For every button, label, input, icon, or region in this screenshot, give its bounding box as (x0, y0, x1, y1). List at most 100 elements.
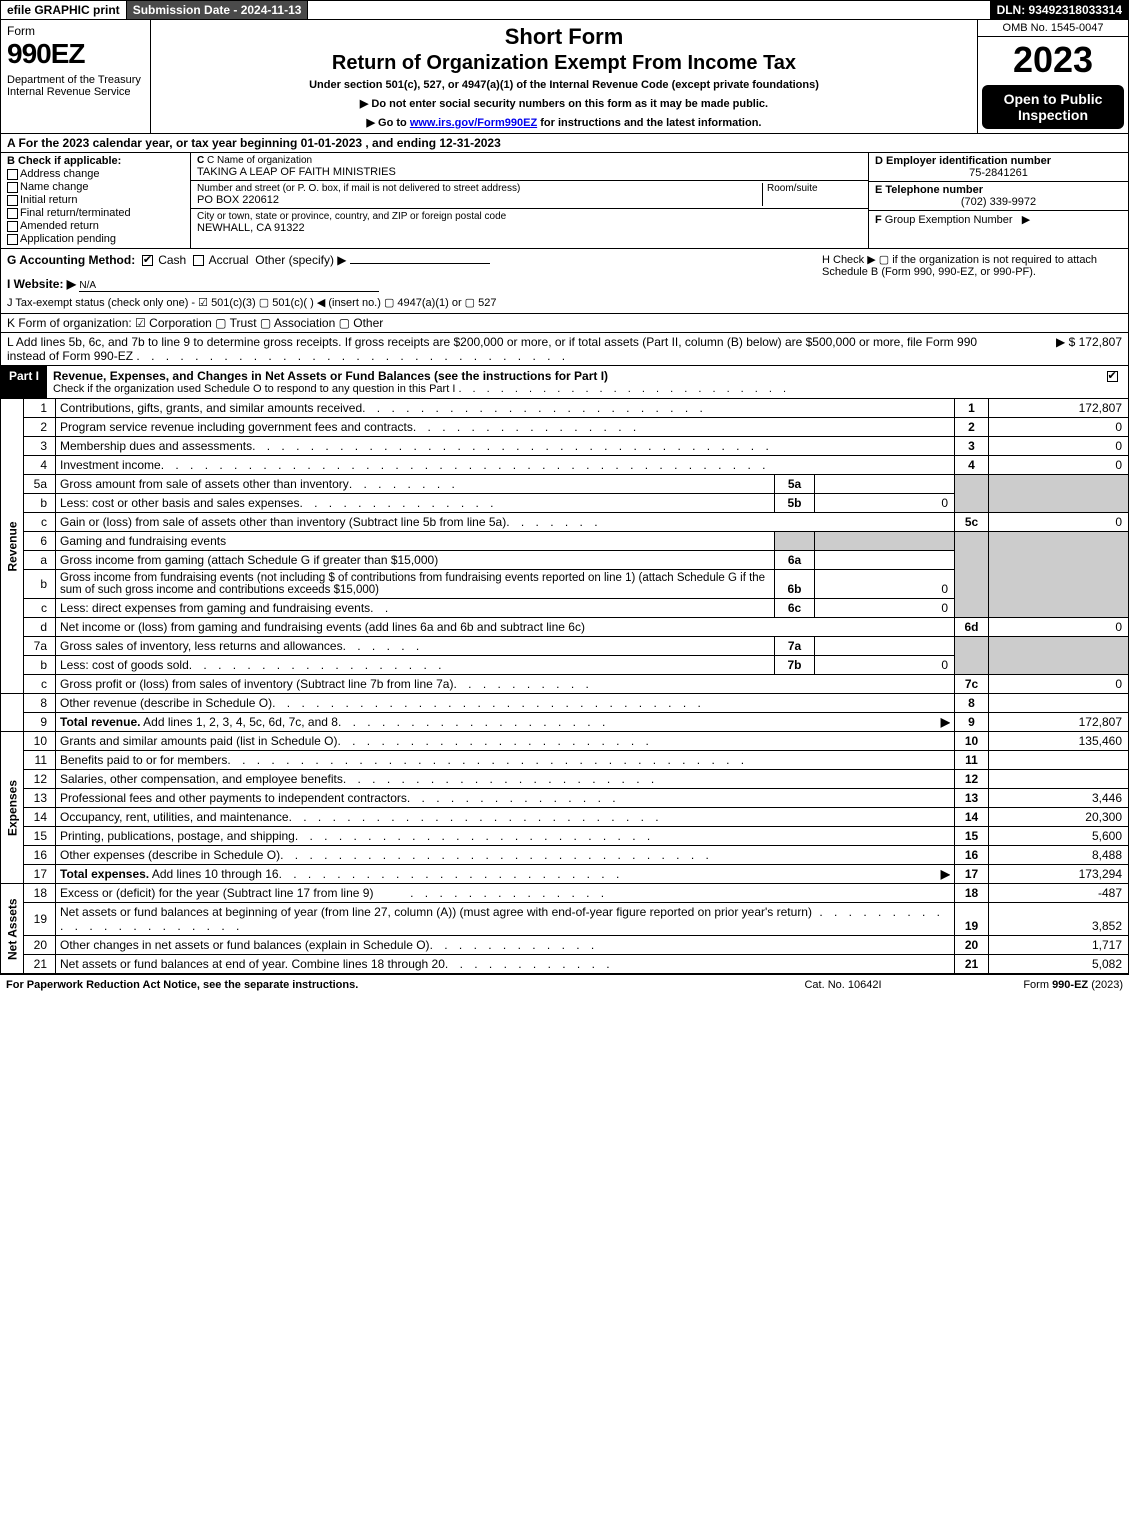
section-c: C C Name of organization TAKING A LEAP O… (191, 153, 868, 248)
row-7b-subnum: 7b (775, 656, 815, 675)
row-4-rnum: 4 (955, 456, 989, 475)
row-7a-desc: Gross sales of inventory, less returns a… (60, 639, 343, 653)
row-16-rnum: 16 (955, 846, 989, 865)
row-15-num: 15 (24, 827, 56, 846)
footer-center: Cat. No. 10642I (743, 979, 943, 991)
link-note-post: for instructions and the latest informat… (537, 117, 761, 129)
row-2-desc: Program service revenue including govern… (60, 420, 413, 434)
row-9-rnum: 9 (955, 713, 989, 732)
row-20-num: 20 (24, 936, 56, 955)
row-14-val: 20,300 (989, 808, 1129, 827)
check-address-change[interactable]: Address change (7, 168, 184, 180)
row-3-rnum: 3 (955, 437, 989, 456)
row-8-desc: Other revenue (describe in Schedule O) (60, 696, 272, 710)
org-name-cell: C C Name of organization TAKING A LEAP O… (191, 153, 868, 181)
row-16-num: 16 (24, 846, 56, 865)
section-l: L Add lines 5b, 6c, and 7b to line 9 to … (0, 333, 1129, 366)
row-15-desc: Printing, publications, postage, and shi… (60, 829, 295, 843)
street-value: PO BOX 220612 (197, 194, 762, 206)
check-cash[interactable] (142, 255, 153, 266)
grey-5ab-val (989, 475, 1129, 513)
row-21-rnum: 21 (955, 955, 989, 974)
ein-cell: D Employer identification number 75-2841… (869, 153, 1128, 182)
row-3-desc: Membership dues and assessments (60, 439, 252, 453)
phone-cell: E Telephone number (702) 339-9972 (869, 182, 1128, 211)
section-l-text: L Add lines 5b, 6c, and 7b to line 9 to … (7, 335, 1002, 363)
row-11-num: 11 (24, 751, 56, 770)
check-name-change[interactable]: Name change (7, 181, 184, 193)
row-12-num: 12 (24, 770, 56, 789)
org-name-label-text: C Name of organization (207, 155, 312, 166)
check-initial-return[interactable]: Initial return (7, 194, 184, 206)
org-name: TAKING A LEAP OF FAITH MINISTRIES (197, 166, 862, 178)
row-7c-val: 0 (989, 675, 1129, 694)
row-6b-subval: 0 (815, 570, 955, 599)
row-15-val: 5,600 (989, 827, 1129, 846)
check-amended-return[interactable]: Amended return (7, 220, 184, 232)
row-21-val: 5,082 (989, 955, 1129, 974)
department-label: Department of the Treasury Internal Reve… (7, 74, 144, 98)
row-5c-val: 0 (989, 513, 1129, 532)
row-17-val: 173,294 (989, 865, 1129, 884)
row-14-num: 14 (24, 808, 56, 827)
check-final-return[interactable]: Final return/terminated (7, 207, 184, 219)
row-4-val: 0 (989, 456, 1129, 475)
street-cell: Number and street (or P. O. box, if mail… (191, 181, 868, 209)
row-6c-desc: Less: direct expenses from gaming and fu… (60, 601, 370, 615)
row-12-rnum: 12 (955, 770, 989, 789)
section-l-amount: ▶ $ 172,807 (1002, 335, 1122, 363)
row-16-desc: Other expenses (describe in Schedule O) (60, 848, 280, 862)
section-gh: G Accounting Method: Cash Accrual Other … (0, 249, 1129, 314)
row-13-rnum: 13 (955, 789, 989, 808)
header-right: OMB No. 1545-0047 2023 Open to Public In… (978, 20, 1128, 133)
form-word: Form (7, 24, 144, 38)
row-4-desc: Investment income (60, 458, 161, 472)
section-b-label: B Check if applicable: (7, 155, 184, 167)
link-note: ▶ Go to www.irs.gov/Form990EZ for instru… (157, 116, 971, 129)
row-6d-val: 0 (989, 618, 1129, 637)
check-final-return-label: Final return/terminated (20, 207, 131, 219)
row-19-desc: Net assets or fund balances at beginning… (60, 905, 812, 919)
check-accrual[interactable] (193, 255, 204, 266)
row-6b-desc: Gross income from fundraising events (no… (56, 570, 775, 599)
part-1-header: Part I Revenue, Expenses, and Changes in… (0, 366, 1129, 399)
row-3-val: 0 (989, 437, 1129, 456)
ein-value: 75-2841261 (875, 167, 1122, 179)
row-1-num: 1 (24, 399, 56, 418)
form-title: Return of Organization Exempt From Incom… (157, 52, 971, 75)
grey-6abc-val (989, 532, 1129, 618)
row-20-rnum: 20 (955, 936, 989, 955)
row-16-val: 8,488 (989, 846, 1129, 865)
row-5b-num: b (24, 494, 56, 513)
grey-5ab (955, 475, 989, 513)
page-footer: For Paperwork Reduction Act Notice, see … (0, 974, 1129, 995)
row-4-num: 4 (24, 456, 56, 475)
part-1-check[interactable] (1098, 366, 1128, 398)
row-1-val: 172,807 (989, 399, 1129, 418)
city-value: NEWHALL, CA 91322 (197, 222, 862, 234)
row-21-num: 21 (24, 955, 56, 974)
form-subtitle: Under section 501(c), 527, or 4947(a)(1)… (157, 79, 971, 91)
check-application-pending[interactable]: Application pending (7, 233, 184, 245)
row-5b-subval: 0 (815, 494, 955, 513)
row-7b-subval: 0 (815, 656, 955, 675)
org-name-label: C C Name of organization (197, 155, 862, 166)
efile-print-label[interactable]: efile GRAPHIC print (1, 1, 127, 19)
row-5c-rnum: 5c (955, 513, 989, 532)
row-14-rnum: 14 (955, 808, 989, 827)
section-b: B Check if applicable: Address change Na… (1, 153, 191, 248)
row-6c-subval: 0 (815, 599, 955, 618)
netassets-section-label: Net Assets (1, 884, 24, 974)
part-1-label: Part I (1, 366, 47, 398)
row-7a-num: 7a (24, 637, 56, 656)
row-10-val: 135,460 (989, 732, 1129, 751)
row-21-desc: Net assets or fund balances at end of ye… (60, 957, 445, 971)
row-7c-desc: Gross profit or (loss) from sales of inv… (60, 677, 453, 691)
open-to-public-badge: Open to Public Inspection (982, 85, 1124, 129)
other-specify-input[interactable] (350, 263, 490, 264)
row-5a-subval (815, 475, 955, 494)
row-12-desc: Salaries, other compensation, and employ… (60, 772, 343, 786)
check-amended-return-label: Amended return (20, 220, 99, 232)
row-9-num: 9 (24, 713, 56, 732)
irs-link[interactable]: www.irs.gov/Form990EZ (410, 117, 537, 129)
